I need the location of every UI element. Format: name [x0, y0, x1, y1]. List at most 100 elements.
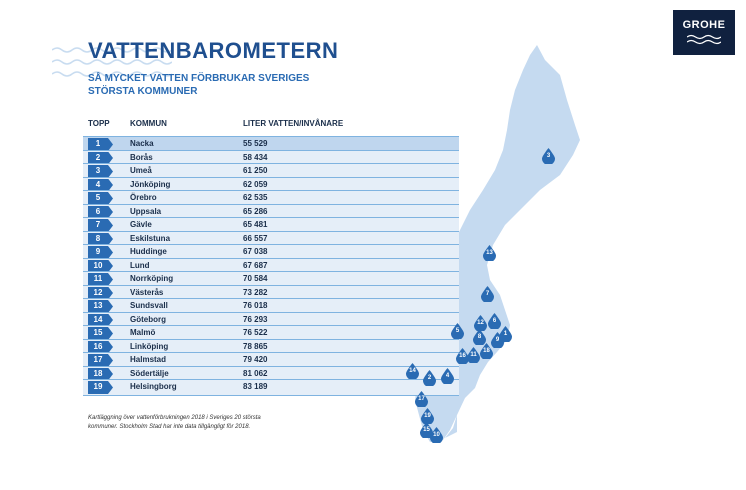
table-row: 15 Malmö 76 522 — [83, 325, 459, 341]
water-drop-icon — [415, 391, 428, 408]
table-row: 2 Borås 58 434 — [83, 149, 459, 166]
map-marker-drop: 14 — [406, 363, 419, 380]
water-drop-icon — [467, 347, 480, 364]
table-row: 17 Halmstad 79 420 — [83, 352, 459, 368]
table-row: 7 Gävle 65 481 — [83, 217, 459, 233]
water-value: 67 687 — [243, 260, 268, 270]
water-drop-icon — [481, 286, 494, 303]
map-marker-drop: 12 — [474, 315, 487, 332]
rank-badge: 4 — [88, 178, 113, 192]
map-marker-drop: 15 — [420, 422, 433, 439]
rank-badge: 18 — [88, 367, 113, 381]
water-value: 76 293 — [243, 314, 268, 324]
logo-waves-icon — [687, 34, 721, 45]
water-value: 70 584 — [243, 274, 268, 283]
page-subtitle: SÅ MYCKET VATTEN FÖRBRUKAR SVERIGES STÖR… — [88, 73, 310, 97]
table-row: 13 Sundsvall 76 018 — [83, 298, 459, 314]
rank-badge: 15 — [88, 327, 113, 340]
water-drop-icon — [542, 148, 555, 165]
water-drop-icon — [451, 323, 464, 340]
city-name: Gävle — [130, 220, 152, 229]
water-value: 65 286 — [243, 206, 268, 216]
water-value: 67 038 — [243, 247, 268, 256]
water-value: 65 481 — [243, 220, 268, 229]
city-name: Halmstad — [130, 355, 167, 364]
water-drop-icon — [456, 348, 469, 365]
rank-badge: 16 — [88, 340, 113, 354]
city-name: Västerås — [130, 287, 164, 297]
city-name: Jönköping — [130, 179, 171, 189]
water-value: 73 282 — [243, 287, 268, 297]
city-name: Norrköping — [130, 274, 174, 283]
water-value: 79 420 — [243, 355, 268, 364]
table-row: 9 Huddinge 67 038 — [83, 244, 459, 260]
rank-badge: 19 — [88, 381, 113, 394]
water-value: 55 529 — [243, 139, 268, 148]
water-drop-icon — [423, 370, 436, 387]
column-header-kommun: KOMMUN — [130, 119, 167, 128]
table-row: 1 Nacka 55 529 — [83, 136, 459, 152]
water-drop-icon — [474, 315, 487, 332]
map-marker-drop: 3 — [542, 148, 555, 165]
rank-badge: 14 — [88, 313, 113, 327]
city-name: Linköping — [130, 341, 169, 351]
rank-badge: 7 — [88, 219, 113, 232]
rank-badge: 6 — [88, 205, 113, 219]
water-drop-icon — [483, 245, 496, 262]
water-drop-icon — [473, 329, 486, 346]
city-name: Göteborg — [130, 314, 166, 324]
water-drop-icon — [441, 368, 454, 385]
page-title: VATTENBAROMETERN — [88, 38, 339, 63]
city-name: Umeå — [130, 166, 152, 175]
map-marker-drop: 10 — [430, 427, 443, 444]
table-row: 4 Jönköping 62 059 — [83, 176, 459, 193]
column-header-liter: LITER VATTEN/INVÅNARE — [243, 119, 344, 128]
water-drop-icon — [406, 363, 419, 380]
map-marker-drop: 2 — [423, 370, 436, 387]
rank-badge: 3 — [88, 165, 113, 178]
water-value: 58 434 — [243, 152, 268, 162]
rank-badge: 9 — [88, 246, 113, 259]
rank-badge: 1 — [88, 138, 113, 151]
map-marker-drop: 18 — [480, 343, 493, 360]
map-marker-drop: 6 — [488, 313, 501, 330]
rank-badge: 11 — [88, 273, 113, 286]
rank-badge: 17 — [88, 354, 113, 367]
water-value: 66 557 — [243, 233, 268, 243]
water-value: 62 535 — [243, 193, 268, 202]
city-name: Södertälje — [130, 368, 169, 378]
map-marker-drop: 19 — [421, 408, 434, 425]
table-row: 6 Uppsala 65 286 — [83, 203, 459, 220]
rank-badge: 5 — [88, 192, 113, 205]
water-drop-icon — [488, 313, 501, 330]
table-row: 19 Helsingborg 83 189 — [83, 379, 459, 396]
water-drop-icon — [430, 427, 443, 444]
table-row: 16 Linköping 78 865 — [83, 338, 459, 355]
table-row: 18 Södertälje 81 062 — [83, 365, 459, 382]
water-drop-icon — [421, 408, 434, 425]
table-row: 11 Norrköping 70 584 — [83, 271, 459, 287]
city-name: Malmö — [130, 328, 156, 337]
city-name: Uppsala — [130, 206, 162, 216]
water-value: 78 865 — [243, 341, 268, 351]
water-value: 61 250 — [243, 166, 268, 175]
water-value: 62 059 — [243, 179, 268, 189]
water-drop-icon — [420, 422, 433, 439]
map-marker-drop: 16 — [456, 348, 469, 365]
table-row: 3 Umeå 61 250 — [83, 163, 459, 179]
city-name: Sundsvall — [130, 301, 168, 310]
rank-badge: 12 — [88, 286, 113, 300]
water-value: 76 522 — [243, 328, 268, 337]
map-marker-drop: 13 — [483, 245, 496, 262]
map-marker-drop: 17 — [415, 391, 428, 408]
map-marker-drop: 8 — [473, 329, 486, 346]
water-value: 83 189 — [243, 382, 268, 391]
table-row: 10 Lund 67 687 — [83, 257, 459, 274]
waves-decoration — [52, 47, 172, 77]
city-name: Huddinge — [130, 247, 167, 256]
rank-badge: 10 — [88, 259, 113, 273]
water-value: 81 062 — [243, 368, 268, 378]
map-marker-drop: 4 — [441, 368, 454, 385]
city-name: Lund — [130, 260, 150, 270]
city-name: Eskilstuna — [130, 233, 171, 243]
